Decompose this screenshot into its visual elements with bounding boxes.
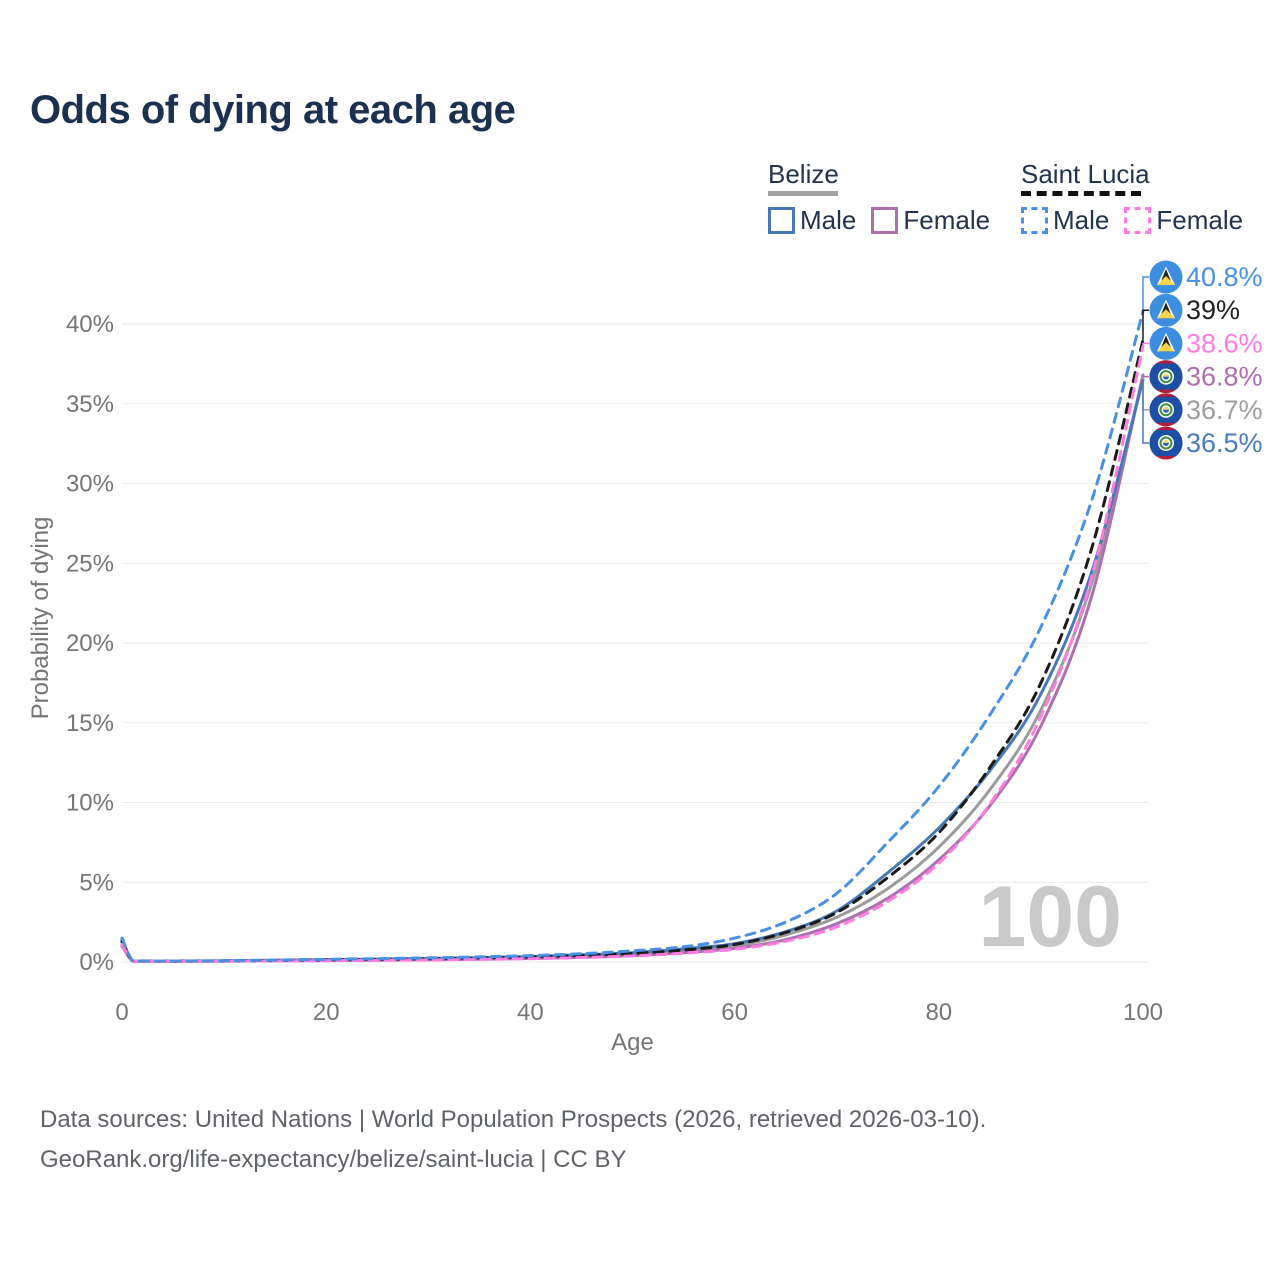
flag-wreath-green [1159,436,1173,450]
saint-lucia-male-swatch-icon [1021,207,1048,234]
flag-crest-top [1163,373,1169,377]
legend-item-label: Male [1053,205,1110,235]
end-label-saint-lucia-both-sexes[interactable]: 39% [1149,293,1241,327]
x-tick-label: 20 [313,999,340,1026]
flag-crest-bottom [1163,376,1169,380]
end-label-saint-lucia-female[interactable]: 38.6% [1149,326,1263,360]
page-title: Odds of dying at each age [30,88,516,132]
saint-lucia-female-swatch-icon [1124,207,1152,234]
legend-item-label: Female [1156,205,1244,235]
y-tick-label: 10% [66,790,114,817]
end-label-belize-both-sexes[interactable]: 36.7% [1149,393,1263,427]
leader-line [1142,309,1149,340]
end-value-label: 36.7% [1186,395,1263,425]
flag-crest-bottom [1163,443,1169,446]
legend-belize-line-sample [768,191,838,196]
legend-group-saint-lucia-label[interactable]: Saint Lucia [1021,159,1150,189]
flag-triangle-yellow [1157,309,1175,319]
end-label-saint-lucia-male[interactable]: 40.8% [1149,260,1263,294]
leader-line [1142,276,1149,312]
leader-line [1142,342,1149,347]
legend-group-belize: Belize Male Female [768,160,1005,236]
y-tick-label: 30% [66,471,114,498]
legend-item-label: Female [903,205,991,235]
legend-item-belize-female[interactable]: Female [871,205,990,236]
y-tick-label: 20% [66,630,114,657]
end-label-belize-male[interactable]: 36.5% [1149,426,1263,460]
belize-female-swatch-icon [871,207,899,234]
y-tick-label: 25% [66,550,114,577]
flag-triangle-yellow [1157,276,1175,285]
flag-triangle-yellow [1157,342,1175,352]
x-tick-label: 80 [925,999,952,1026]
legend-item-belize-male[interactable]: Male [768,205,856,236]
belize-flag-icon[interactable] [1149,360,1183,394]
flag-wreath-green [1159,403,1173,417]
series-line-saint-lucia-male[interactable] [120,309,1145,963]
x-tick-label: 60 [721,999,748,1026]
x-axis-title: Age [611,1029,654,1056]
legend-group-belize-label[interactable]: Belize [768,159,839,189]
y-tick-label: 35% [66,391,114,418]
y-tick-label: 0% [79,949,114,976]
x-tick-label: 40 [517,999,544,1026]
end-value-label: 36.5% [1186,428,1263,458]
age-watermark: 100 [979,869,1123,965]
x-tick-label: 100 [1123,999,1163,1026]
belize-male-swatch-icon [768,207,795,234]
end-value-label: 36.8% [1186,362,1263,392]
end-value-label: 40.8% [1186,262,1263,292]
flag-wreath-green [1159,370,1173,384]
belize-flag-icon[interactable] [1149,426,1183,460]
y-tick-label: 40% [66,311,114,338]
legend-item-saint-lucia-female[interactable]: Female [1124,205,1243,236]
legend-saint-lucia-line-sample [1021,191,1141,196]
y-tick-label: 15% [66,710,114,737]
end-label-belize-female[interactable]: 36.8% [1149,360,1263,394]
belize-flag-icon[interactable] [1149,393,1183,427]
x-tick-label: 0 [115,999,128,1026]
flag-crest-top [1163,406,1169,410]
y-tick-label: 5% [79,869,114,896]
leader-line [1142,379,1149,444]
flag-crest-top [1163,440,1169,443]
legend-item-label: Male [800,205,857,235]
legend-item-saint-lucia-male[interactable]: Male [1021,205,1109,236]
y-axis-title: Probability of dying [27,517,54,720]
flag-crest-bottom [1163,409,1169,413]
data-sources-text: Data sources: United Nations | World Pop… [40,1106,987,1133]
line-chart: 0% 5% 10% 15% 20% 25% 30% 35% 40% 0 20 40 60 80 100 Age… [27,260,1263,1056]
end-value-label: 38.6% [1186,328,1263,358]
end-value-label: 39% [1186,295,1240,325]
legend-group-saint-lucia: Saint Lucia Male Female [1021,160,1258,236]
attribution-text: GeoRank.org/life-expectancy/belize/saint… [40,1146,627,1173]
